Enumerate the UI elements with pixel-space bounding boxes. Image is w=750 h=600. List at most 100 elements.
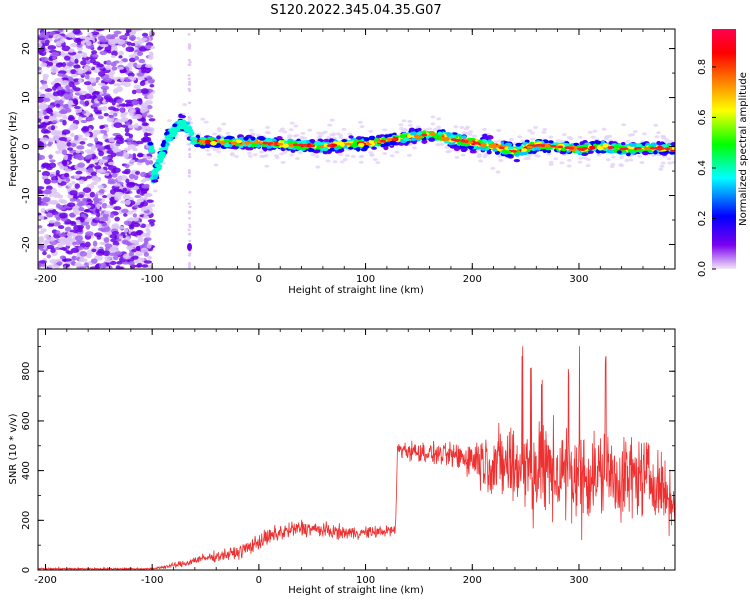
noise-speck xyxy=(90,144,97,151)
noise-speck xyxy=(138,58,146,64)
noise-speck xyxy=(50,176,59,182)
noise-speck xyxy=(91,82,97,87)
ridge-peak xyxy=(643,146,650,150)
snr-y-tick-label: 600 xyxy=(21,411,32,430)
ridge-cell xyxy=(627,148,633,153)
noise-speck xyxy=(85,155,91,160)
ridge-cell xyxy=(172,123,178,128)
ridge-peak xyxy=(535,143,542,147)
noise-speck xyxy=(81,168,87,172)
halo-speck xyxy=(216,127,222,131)
noise-speck xyxy=(118,236,124,240)
noise-speck xyxy=(136,159,146,163)
noise-speck xyxy=(102,88,107,94)
noise-speck xyxy=(79,141,86,145)
ridge-peak xyxy=(664,147,671,151)
ridge-cell xyxy=(322,146,329,152)
halo-speck xyxy=(472,134,478,138)
noise-speck xyxy=(134,195,142,199)
noise-speck xyxy=(38,236,45,243)
halo-speck xyxy=(601,127,607,131)
noise-speck xyxy=(48,115,55,122)
noise-speck xyxy=(99,50,107,56)
noise-speck xyxy=(125,121,131,127)
noise-speck xyxy=(40,31,49,38)
noise-speck xyxy=(89,95,95,100)
noise-speck xyxy=(58,137,68,141)
ridge-cell xyxy=(454,147,460,152)
noise-speck xyxy=(137,51,144,57)
noise-speck xyxy=(140,201,149,207)
halo-speck xyxy=(280,160,286,164)
halo-speck xyxy=(297,151,303,155)
noise-speck xyxy=(105,172,110,176)
noise-speck xyxy=(63,154,68,161)
halo-speck xyxy=(517,135,523,139)
noise-speck xyxy=(123,213,128,217)
noise-speck xyxy=(136,64,142,69)
halo-speck xyxy=(490,166,496,170)
halo-speck xyxy=(200,117,206,121)
stripe-speck xyxy=(188,47,192,50)
noise-speck xyxy=(40,207,46,214)
ridge-cell xyxy=(199,139,206,143)
spectrogram-x-tick-label: -200 xyxy=(34,274,57,285)
noise-speck xyxy=(69,198,77,202)
noise-speck xyxy=(99,38,109,43)
halo-speck xyxy=(656,131,662,135)
noise-speck xyxy=(145,159,151,166)
ridge-cell xyxy=(409,137,417,141)
noise-speck xyxy=(85,60,91,65)
noise-speck xyxy=(85,116,95,121)
halo-speck xyxy=(187,117,193,121)
halo-speck xyxy=(221,122,227,126)
spectrogram-y-tick-label: -10 xyxy=(21,187,32,203)
ridge-cell xyxy=(258,136,266,141)
noise-speck xyxy=(79,36,87,40)
halo-speck xyxy=(282,150,288,154)
ridge-cell xyxy=(322,150,328,155)
noise-speck xyxy=(134,56,140,61)
noise-speck xyxy=(80,51,86,58)
noise-speck xyxy=(68,48,75,52)
ridge-cell xyxy=(179,115,186,119)
halo-speck xyxy=(651,153,657,157)
noise-speck xyxy=(80,127,90,132)
noise-speck xyxy=(79,200,89,206)
noise-speck xyxy=(91,50,98,55)
halo-speck xyxy=(264,164,270,168)
noise-speck xyxy=(38,140,43,147)
noise-speck xyxy=(140,258,145,262)
noise-speck xyxy=(120,77,125,82)
noise-speck xyxy=(62,119,67,126)
halo-speck xyxy=(389,154,395,158)
stripe-speck xyxy=(188,155,192,159)
noise-speck xyxy=(77,224,85,230)
noise-speck xyxy=(146,243,152,249)
halo-speck xyxy=(658,167,664,171)
halo-speck xyxy=(559,161,565,165)
ridge-cell xyxy=(180,124,186,128)
ridge-cell xyxy=(641,150,649,156)
noise-speck xyxy=(61,149,68,156)
noise-speck xyxy=(38,230,45,235)
halo-speck xyxy=(654,135,660,139)
noise-speck xyxy=(102,250,111,257)
noise-speck xyxy=(90,258,98,264)
noise-speck xyxy=(56,261,63,266)
halo-speck xyxy=(368,151,374,155)
noise-speck xyxy=(70,248,80,254)
noise-speck xyxy=(134,252,143,257)
ridge-cell xyxy=(657,142,663,146)
halo-speck xyxy=(357,120,363,124)
noise-speck xyxy=(43,178,52,185)
noise-speck xyxy=(123,228,129,233)
noise-speck xyxy=(132,217,139,222)
noise-speck xyxy=(109,143,116,149)
noise-speck xyxy=(67,127,76,131)
halo-speck xyxy=(508,137,514,141)
colorbar-tick-label: 0.6 xyxy=(697,109,708,125)
noise-speck xyxy=(91,103,100,108)
noise-speck xyxy=(105,65,111,71)
snr-x-tick-label: 300 xyxy=(569,575,588,586)
